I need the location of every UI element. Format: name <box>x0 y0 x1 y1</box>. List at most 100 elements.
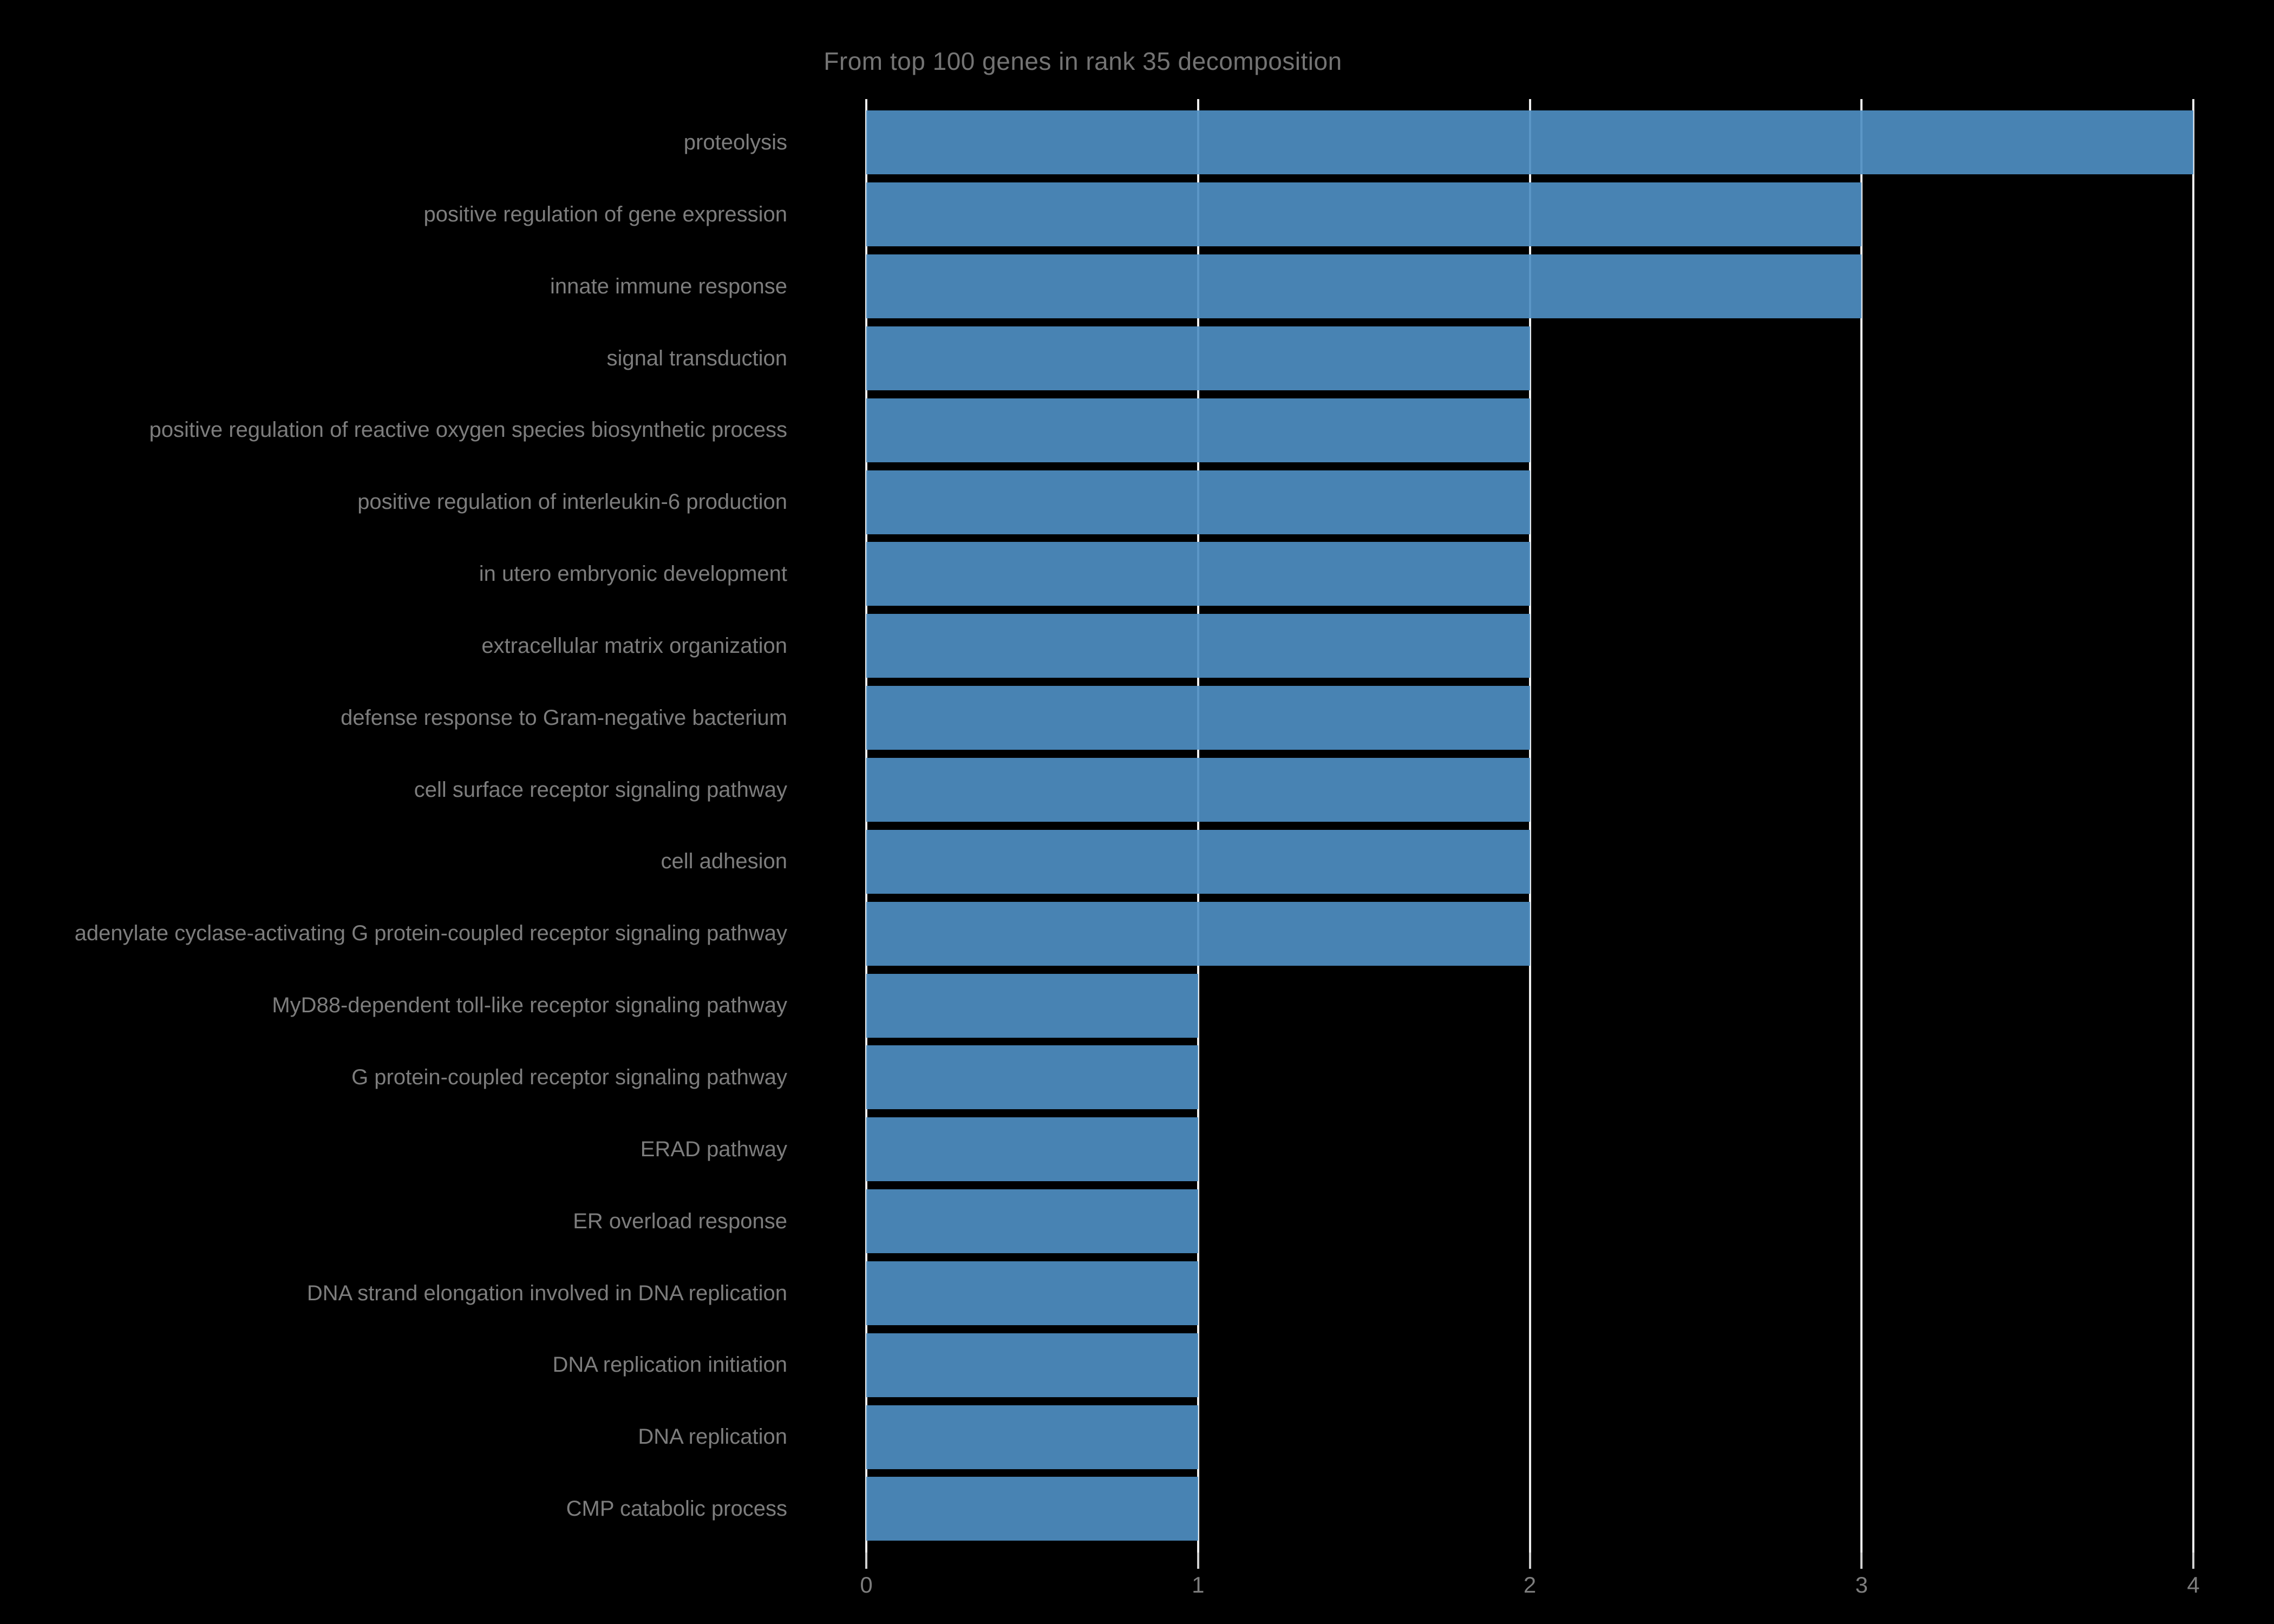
category-label: defense response to Gram-negative bacter… <box>341 705 787 730</box>
gridline <box>1860 99 1863 1553</box>
x-tick-label: 3 <box>1855 1572 1868 1597</box>
bar <box>866 398 1530 462</box>
bar-row: innate immune response <box>0 251 2274 323</box>
bar-rows: proteolysis positive regulation of gene e… <box>0 99 2274 1553</box>
category-label: positive regulation of reactive oxygen s… <box>149 418 787 442</box>
category-label: G protein-coupled receptor signaling pat… <box>351 1065 787 1089</box>
bar-track <box>866 394 2193 466</box>
bar-row: DNA replication initiation <box>0 1329 2274 1401</box>
category-label: adenylate cyclase-activating G protein-c… <box>74 921 787 946</box>
bar <box>866 1189 1198 1254</box>
category-label: in utero embryonic development <box>479 562 787 586</box>
category-label: DNA replication initiation <box>552 1353 787 1377</box>
chart-title: From top 100 genes in rank 35 decomposit… <box>824 47 1342 75</box>
bar-row: positive regulation of gene expression <box>0 179 2274 251</box>
bar-track <box>866 179 2193 251</box>
bar-track <box>866 323 2193 395</box>
bar-track <box>866 1186 2193 1258</box>
bar-track <box>866 1329 2193 1401</box>
bar <box>866 110 2193 175</box>
category-label: DNA strand elongation involved in DNA re… <box>306 1281 787 1305</box>
bar-track <box>866 1258 2193 1330</box>
bar-track <box>866 1042 2193 1114</box>
x-tick <box>1860 1553 1863 1569</box>
category-label: extracellular matrix organization <box>481 633 787 658</box>
x-tick-label: 1 <box>1192 1572 1205 1597</box>
bar-track <box>866 107 2193 179</box>
grid-layer <box>865 99 2194 1553</box>
bar-track <box>866 970 2193 1042</box>
category-label: MyD88-dependent toll-like receptor signa… <box>272 993 787 1018</box>
bar-row: positive regulation of reactive oxygen s… <box>0 394 2274 466</box>
bar-row: CMP catabolic process <box>0 1473 2274 1545</box>
bar-track <box>866 466 2193 538</box>
bar-track <box>866 1473 2193 1545</box>
x-tick <box>2192 1553 2194 1569</box>
bar <box>866 758 1530 822</box>
gridline <box>1197 99 1199 1553</box>
bar <box>866 973 1198 1038</box>
bar-row: signal transduction <box>0 323 2274 395</box>
bar-track <box>866 898 2193 970</box>
category-label: ERAD pathway <box>640 1137 787 1161</box>
category-label: DNA replication <box>638 1425 787 1449</box>
bar-row: defense response to Gram-negative bacter… <box>0 682 2274 754</box>
bar-row: extracellular matrix organization <box>0 610 2274 682</box>
bar-row: MyD88-dependent toll-like receptor signa… <box>0 970 2274 1042</box>
bar-track <box>866 1114 2193 1186</box>
category-label: positive regulation of interleukin-6 pro… <box>357 490 787 514</box>
bar <box>866 182 1862 247</box>
x-axis: 0 1 2 3 4 <box>860 1553 2200 1624</box>
x-tick-label: 0 <box>860 1572 873 1597</box>
bar-row: proteolysis <box>0 107 2274 179</box>
bar-track <box>866 610 2193 682</box>
bar-track <box>866 1401 2193 1473</box>
bar <box>866 686 1530 750</box>
bar-row: cell surface receptor signaling pathway <box>0 754 2274 826</box>
x-tick <box>1528 1553 1531 1569</box>
bar-track <box>866 538 2193 610</box>
bar <box>866 1117 1198 1182</box>
bar-track <box>866 682 2193 754</box>
gridline <box>1528 99 1531 1553</box>
bar <box>866 1333 1198 1397</box>
category-label: cell adhesion <box>661 849 788 874</box>
category-label: innate immune response <box>550 274 787 298</box>
bar-row: ER overload response <box>0 1186 2274 1258</box>
bar <box>866 1261 1198 1325</box>
x-tick <box>865 1553 867 1569</box>
bar-track <box>866 251 2193 323</box>
bar-row: in utero embryonic development <box>0 538 2274 610</box>
bar <box>866 254 1862 319</box>
category-label: positive regulation of gene expression <box>423 202 787 226</box>
gridline <box>2192 99 2194 1553</box>
x-tick <box>1197 1553 1199 1569</box>
category-label: CMP catabolic process <box>566 1497 787 1521</box>
bar-track <box>866 754 2193 826</box>
bar <box>866 326 1530 390</box>
x-tick-label: 4 <box>2187 1572 2200 1597</box>
category-label: ER overload response <box>573 1209 787 1233</box>
bar-row: ERAD pathway <box>0 1114 2274 1186</box>
bar-row: DNA strand elongation involved in DNA re… <box>0 1258 2274 1330</box>
bar-track <box>866 826 2193 898</box>
bar-row: adenylate cyclase-activating G protein-c… <box>0 898 2274 970</box>
bar <box>866 901 1530 966</box>
bar <box>866 829 1530 894</box>
bar-row: cell adhesion <box>0 826 2274 898</box>
category-label: proteolysis <box>683 130 787 155</box>
gridline <box>865 99 867 1553</box>
bar-row: G protein-coupled receptor signaling pat… <box>0 1042 2274 1114</box>
bar <box>866 1477 1198 1541</box>
x-tick-label: 2 <box>1523 1572 1537 1597</box>
category-label: cell surface receptor signaling pathway <box>414 777 787 802</box>
bar <box>866 1045 1198 1110</box>
bar-row: DNA replication <box>0 1401 2274 1473</box>
bar <box>866 470 1530 534</box>
chart-area: proteolysis positive regulation of gene e… <box>0 99 2274 1553</box>
bar <box>866 1405 1198 1469</box>
bar <box>866 614 1530 678</box>
bar <box>866 542 1530 606</box>
bar-row: positive regulation of interleukin-6 pro… <box>0 466 2274 538</box>
